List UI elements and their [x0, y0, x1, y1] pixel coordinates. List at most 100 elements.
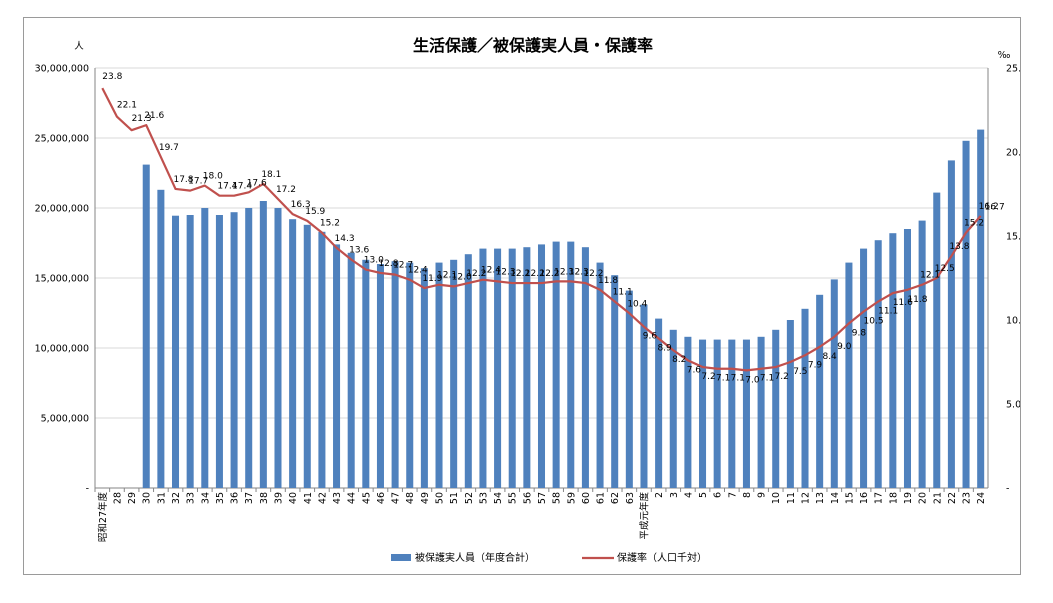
rate-data-label: 16.2 — [979, 202, 999, 212]
y-right-tick-label: 15.0 — [1006, 232, 1020, 243]
rate-data-label: 9.8 — [852, 328, 867, 338]
bar — [215, 215, 223, 488]
rate-data-label: 12.2 — [510, 269, 530, 279]
x-tick-label: 46 — [376, 492, 387, 504]
rate-data-label: 7.6 — [687, 365, 702, 375]
rate-data-label: 21.6 — [144, 111, 164, 121]
rate-data-label: 14.3 — [335, 234, 355, 244]
rate-data-label: 7.5 — [793, 367, 807, 377]
x-tick-label: 12 — [801, 492, 812, 504]
bar — [830, 279, 838, 488]
rate-data-label: 9.6 — [643, 332, 658, 342]
x-tick-label: 49 — [420, 492, 431, 504]
x-tick-label: 34 — [200, 492, 211, 504]
rate-data-label: 8.4 — [822, 352, 837, 362]
bar — [230, 212, 238, 488]
x-tick-label: 39 — [273, 492, 284, 504]
bar — [450, 259, 458, 488]
x-tick-label: 20 — [918, 492, 929, 504]
x-tick-label: 昭和27年度 — [97, 492, 109, 543]
rate-data-label: 12.1 — [920, 271, 940, 281]
bar — [274, 208, 282, 488]
x-tick-label: 9 — [757, 492, 768, 498]
x-tick-label: 42 — [317, 492, 328, 504]
bar — [362, 259, 370, 488]
x-tick-label: 41 — [303, 492, 314, 504]
rate-data-label: 17.7 — [188, 177, 208, 187]
y-left-tick-label: 10,000,000 — [35, 344, 89, 355]
x-tick-label: 19 — [903, 492, 914, 504]
rate-data-label: 12.2 — [466, 269, 486, 279]
rate-data-label: 13.6 — [349, 246, 369, 256]
bar — [537, 244, 546, 488]
y-left-tick-label: 20,000,000 — [35, 204, 89, 215]
bar — [801, 308, 809, 488]
x-tick-label: 4 — [683, 492, 694, 498]
x-tick-label: 57 — [537, 492, 548, 504]
rate-data-label: 17.4 — [232, 182, 252, 192]
rate-data-label: 16.3 — [291, 200, 311, 210]
x-tick-label: 35 — [215, 492, 226, 504]
rate-data-label: 12.8 — [378, 259, 398, 269]
x-tick-label: 63 — [625, 492, 636, 504]
rate-data-label: 7.0 — [745, 375, 760, 385]
rate-data-label: 12.7 — [393, 261, 413, 271]
bar — [786, 320, 794, 488]
bar — [289, 219, 297, 488]
legend-label-bar: 被保護実人員（年度合計） — [415, 551, 535, 564]
chart-frame: 生活保護／被保護実人員・保護率 人 ‰ - 5,000,000 10,000,000… — [23, 17, 1021, 575]
bar — [596, 262, 604, 488]
bar — [376, 264, 384, 488]
x-tick-label: 40 — [288, 492, 299, 504]
rate-data-label: 15.2 — [320, 219, 340, 229]
bar — [962, 140, 970, 489]
rate-data-label: 7.1 — [760, 374, 774, 384]
x-tick-label: 51 — [449, 492, 460, 504]
x-tick-label: 45 — [361, 492, 372, 504]
x-tick-label: 43 — [332, 492, 343, 504]
rate-data-label: 18.0 — [203, 172, 223, 182]
rate-data-label: 12.5 — [935, 264, 955, 274]
x-tick-label: 54 — [493, 492, 504, 504]
bar — [655, 318, 663, 488]
bar — [684, 336, 692, 488]
bar — [699, 339, 707, 488]
y-right-tick-label: 10.0 — [1006, 316, 1020, 327]
x-tick-label: 24 — [976, 492, 987, 504]
bar — [347, 252, 355, 488]
legend-label-line: 保護率（人口千対） — [617, 551, 707, 564]
rate-data-label: 7.2 — [701, 372, 715, 382]
bar — [860, 248, 868, 488]
x-tick-label: 15 — [844, 492, 855, 504]
x-tick-label: 36 — [230, 492, 241, 504]
rate-data-label: 10.5 — [864, 317, 884, 327]
bar — [318, 231, 326, 489]
rate-data-label: 18.1 — [261, 170, 281, 180]
bar — [742, 339, 750, 488]
legend-swatch-bar — [391, 554, 411, 561]
rate-data-label: 12.3 — [554, 267, 574, 277]
y-left-tick-label: 25,000,000 — [35, 134, 89, 145]
rate-data-label: 12.0 — [452, 272, 472, 282]
x-tick-label: 29 — [127, 492, 138, 504]
x-tick-label: 62 — [610, 492, 621, 504]
bar — [874, 240, 882, 488]
bar — [406, 262, 414, 488]
rate-data-label: 15.9 — [305, 207, 325, 217]
x-tick-label: 58 — [552, 492, 563, 504]
rate-data-label: 12.2 — [525, 269, 545, 279]
bar — [552, 241, 560, 488]
bar — [303, 224, 311, 489]
rate-data-label: 11.1 — [878, 307, 898, 317]
y-right-tick-label: 25.0 — [1006, 64, 1020, 75]
rate-data-label: 10.4 — [627, 299, 647, 309]
bar — [581, 247, 589, 488]
x-tick-label: 2 — [654, 492, 665, 498]
bar — [757, 336, 765, 488]
bar — [640, 304, 648, 488]
rate-data-label: 12.4 — [408, 266, 428, 276]
rate-data-label: 7.1 — [716, 374, 730, 384]
x-tick-label: 5 — [698, 492, 709, 498]
x-tick-label: 31 — [156, 492, 167, 504]
bar — [464, 254, 472, 488]
